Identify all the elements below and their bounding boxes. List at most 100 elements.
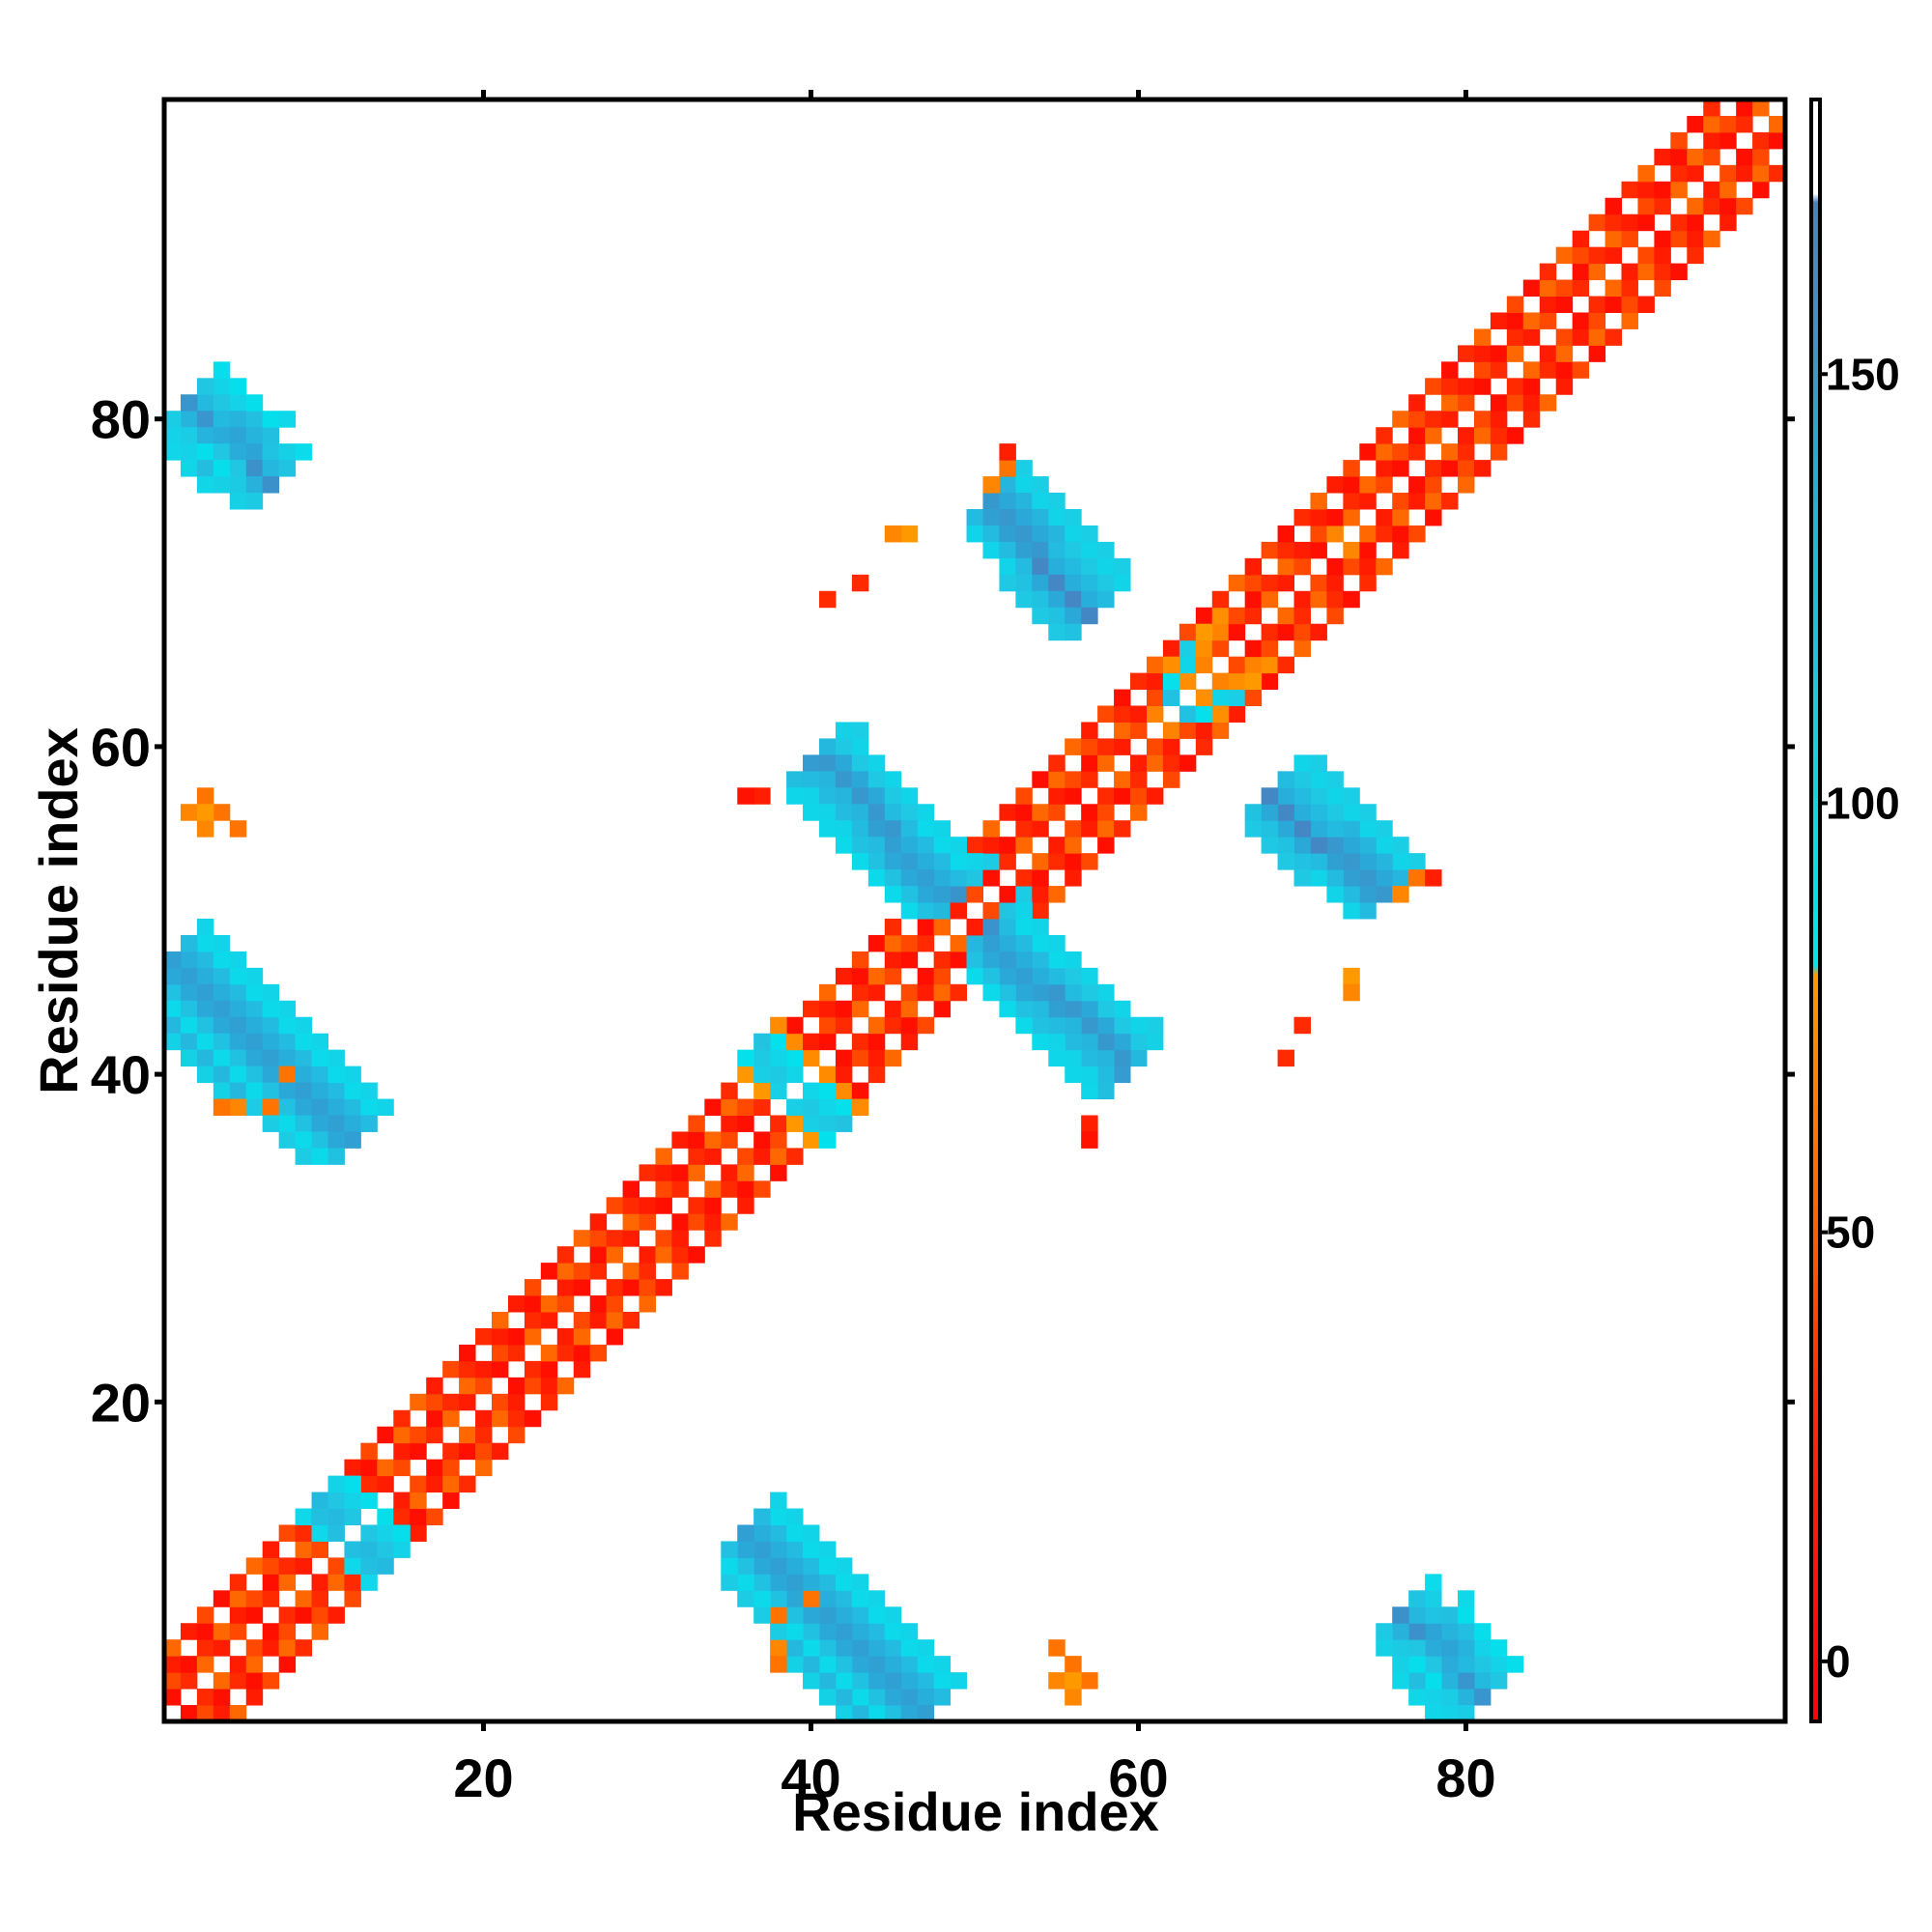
heatmap-cell (1293, 837, 1311, 854)
heatmap-cell (459, 1344, 476, 1362)
heatmap-cell (442, 1409, 460, 1428)
heatmap-cell (1081, 525, 1098, 543)
heatmap-cell (786, 1574, 804, 1591)
heatmap-cell (786, 1098, 804, 1116)
heatmap-cell (803, 1639, 820, 1657)
heatmap-cell (1458, 394, 1475, 412)
heatmap-cell (900, 934, 919, 952)
heatmap-cell (753, 1590, 771, 1607)
heatmap-cell (1277, 557, 1295, 576)
heatmap-cell (818, 1541, 837, 1558)
heatmap-cell (1425, 493, 1442, 510)
heatmap-cell (475, 1459, 493, 1477)
heatmap-cell (278, 1623, 297, 1640)
heatmap-cell (1359, 902, 1377, 920)
heatmap-cell (1408, 1689, 1426, 1706)
heatmap-cell (851, 853, 869, 870)
heatmap-cell (1654, 148, 1671, 166)
heatmap-cell (1376, 443, 1393, 461)
heatmap-cell (262, 443, 280, 461)
heatmap-cell (999, 902, 1016, 920)
heatmap-cell (770, 1557, 787, 1575)
heatmap-cell (1146, 1016, 1164, 1035)
heatmap-cell (999, 951, 1016, 969)
heatmap-cell (1458, 1590, 1475, 1607)
heatmap-cell (851, 820, 869, 838)
heatmap-cell (229, 1000, 247, 1018)
heatmap-cell (867, 1606, 886, 1624)
heatmap-cell (1310, 541, 1327, 559)
heatmap-cell (1048, 493, 1065, 510)
heatmap-cell (1326, 771, 1344, 788)
heatmap-cell (556, 1263, 575, 1280)
heatmap-cell (1703, 197, 1720, 215)
heatmap-cell (196, 1606, 214, 1624)
heatmap-cell (1065, 1033, 1082, 1051)
heatmap-cell (900, 902, 919, 920)
heatmap-cell (1637, 181, 1655, 199)
heatmap-cell (1473, 361, 1492, 379)
heatmap-cell (377, 1459, 394, 1477)
heatmap-cell (344, 1082, 361, 1100)
heatmap-cell (1392, 853, 1409, 870)
heatmap-cell (1392, 837, 1409, 854)
heatmap-cell (491, 1442, 509, 1461)
heatmap-cell (262, 427, 280, 444)
heatmap-cell (803, 1033, 820, 1051)
heatmap-cell (606, 1230, 624, 1247)
heatmap-cell (1343, 886, 1360, 903)
heatmap-cell (884, 771, 902, 788)
heatmap-cell (671, 1246, 689, 1264)
heatmap-cell (835, 820, 853, 838)
heatmap-cell (459, 1393, 476, 1411)
heatmap-cell (982, 837, 1000, 854)
heatmap-cell (1719, 213, 1737, 232)
heatmap-cell (1326, 787, 1344, 805)
heatmap-cell (426, 1459, 443, 1477)
heatmap-cell (180, 1705, 198, 1722)
heatmap-cell (933, 869, 952, 887)
heatmap-cell (229, 460, 247, 477)
heatmap-cell (1179, 754, 1197, 772)
heatmap-cell (1506, 378, 1524, 395)
heatmap-cell (1670, 164, 1688, 183)
heatmap-cell (1376, 886, 1393, 903)
heatmap-cell (1343, 787, 1360, 805)
heatmap-cell (606, 1327, 624, 1346)
heatmap-cell (917, 837, 935, 854)
heatmap-cell (721, 1213, 738, 1231)
heatmap-cell (1015, 869, 1033, 887)
heatmap-cell (262, 1016, 280, 1035)
heatmap-cell (327, 1065, 345, 1084)
heatmap-cell (1719, 115, 1737, 133)
heatmap-cell (950, 934, 968, 952)
heatmap-cell (1605, 246, 1623, 265)
heatmap-cell (164, 951, 182, 969)
heatmap-cell (867, 1065, 886, 1084)
heatmap-cell (851, 574, 869, 592)
heatmap-cell (524, 1312, 542, 1329)
heatmap-cell (966, 853, 983, 870)
heatmap-cell (818, 1639, 837, 1657)
heatmap-cell (1048, 754, 1065, 772)
heatmap-cell (164, 1656, 182, 1673)
heatmap-cell (213, 1033, 231, 1051)
heatmap-cell (851, 951, 869, 969)
heatmap-cell (1392, 541, 1409, 559)
heatmap-cell (180, 1049, 198, 1067)
heatmap-cell (1015, 460, 1033, 477)
heatmap-cell (360, 1098, 378, 1116)
heatmap-cell (1326, 804, 1344, 821)
heatmap-cell (196, 934, 214, 952)
heatmap-cell (1114, 820, 1131, 838)
heatmap-cell (1343, 983, 1360, 1002)
heatmap-cell (867, 754, 886, 772)
heatmap-cell (884, 1623, 902, 1640)
heatmap-cell (622, 1263, 640, 1280)
heatmap-cell (1473, 1672, 1492, 1690)
heatmap-cell (196, 967, 214, 985)
heatmap-cell (1326, 820, 1344, 838)
heatmap-cell (1654, 279, 1671, 298)
heatmap-cell (1670, 213, 1688, 232)
heatmap-cell (1441, 1689, 1459, 1706)
